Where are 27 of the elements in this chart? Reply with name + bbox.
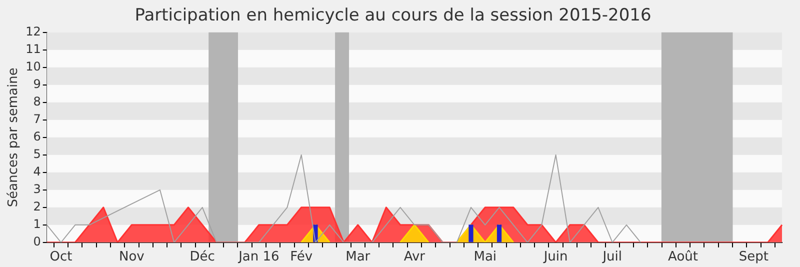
x-tick-label: Fév xyxy=(290,250,313,265)
y-tick-label: 3 xyxy=(33,182,41,196)
y-tick-label: 7 xyxy=(33,112,41,126)
x-tick-label: Avr xyxy=(404,250,426,265)
y-tick-label: 6 xyxy=(33,130,41,144)
y-axis-title: Séances par semaine xyxy=(6,68,22,208)
x-tick-label: Juin xyxy=(542,250,568,265)
x-tick-label: Oct xyxy=(50,250,72,265)
x-tick-label: Jan 16 xyxy=(238,250,280,265)
y-tick-label: 11 xyxy=(26,42,41,56)
y-tick-label: 8 xyxy=(33,94,41,109)
y-tick-label: 9 xyxy=(33,77,41,92)
x-tick-label: Nov xyxy=(119,250,145,265)
y-tick-label: 5 xyxy=(33,147,41,162)
y-tick-label: 4 xyxy=(33,164,41,179)
x-tick-label: Août xyxy=(668,250,698,265)
x-tick-label: Mai xyxy=(474,250,497,265)
x-tick-label: Mar xyxy=(346,250,371,265)
y-tick-label: 0 xyxy=(33,234,41,249)
y-tick-label: 2 xyxy=(33,200,41,214)
x-tick-label: Déc xyxy=(190,250,215,265)
chart-title: Participation en hemicycle au cours de la session 2015-2016 xyxy=(134,6,652,26)
y-tick-label: 1 xyxy=(33,217,41,232)
x-tick-label: Juil xyxy=(602,250,622,265)
x-tick-label: Sept xyxy=(738,250,769,265)
y-tick-label: 12 xyxy=(26,24,41,39)
y-tick-label: 10 xyxy=(26,60,41,74)
